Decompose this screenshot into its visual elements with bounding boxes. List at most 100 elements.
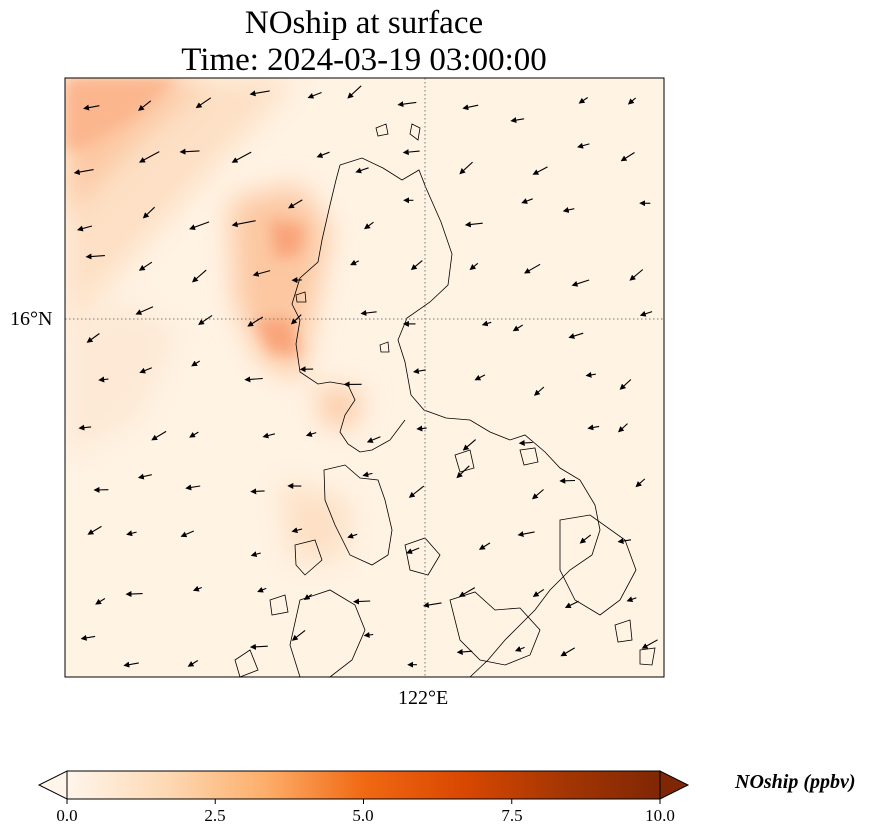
colorbar-tick-label: 0.0 (56, 806, 78, 825)
plume-lingayen (320, 385, 365, 430)
wind-vector-arrow (531, 489, 544, 500)
wind-vector-arrow (138, 151, 160, 163)
wind-vector-arrow (191, 269, 207, 283)
wind-vector-arrow (95, 598, 106, 605)
wind-vector-arrow (510, 117, 525, 124)
wind-vector-arrow (83, 104, 100, 111)
coastline-sibuyan-area (404, 537, 441, 576)
coastline-island-group-south (449, 591, 541, 666)
wind-vector-arrow (191, 360, 200, 367)
wind-vector-arrow (257, 586, 267, 593)
plume-hotspot-nw-corner (65, 78, 180, 150)
wind-vector-arrow (151, 430, 167, 441)
wind-vector-arrow (408, 485, 425, 498)
wind-vector-arrow (578, 97, 589, 104)
wind-vector-arrow (347, 532, 358, 539)
coastlines (234, 123, 656, 677)
colorbar (37, 770, 690, 804)
wind-vector-arrow (532, 166, 548, 175)
wind-vector-arrow (231, 151, 252, 163)
wind-vector-arrow (78, 424, 92, 431)
wind-vector-arrow (626, 596, 637, 603)
coastline-small-islands (234, 123, 656, 677)
wind-vector-arrow (620, 152, 635, 162)
wind-vector-arrow (629, 269, 644, 281)
map-title-line-2: Time: 2024-03-19 03:00:00 (181, 42, 547, 78)
wind-vector-arrow (412, 368, 426, 375)
wind-vector-arrow (126, 530, 137, 537)
wind-vector-arrow (198, 314, 213, 326)
wind-vector-arrow (249, 90, 270, 97)
wind-vector-arrow (478, 542, 491, 550)
wind-vector-arrow (579, 534, 592, 544)
coastline-panay (289, 589, 366, 677)
wind-vector-arrow (250, 551, 261, 558)
wind-vector-arrow (523, 263, 541, 274)
wind-vector-arrow (303, 594, 313, 600)
wind-vector-arrow (585, 371, 596, 378)
wind-vector-arrow (125, 591, 143, 598)
wind-vector-arrow (533, 386, 545, 396)
wind-vector-arrow (639, 310, 653, 317)
wind-vector-arrow (307, 91, 322, 99)
wind-vector-arrow (532, 588, 545, 597)
colorbar-tick-marks (66, 799, 661, 804)
wind-vector-arrow (456, 465, 470, 479)
wind-vector-arrow (252, 270, 271, 277)
wind-vector-arrow (402, 149, 420, 156)
wind-vector-arrow (291, 629, 306, 641)
wind-vectors (73, 85, 658, 668)
wind-vector-arrow (123, 661, 139, 668)
wind-vector-arrow (353, 598, 371, 605)
wind-vector-arrow (192, 585, 202, 592)
colorbar-extend-high (659, 770, 690, 800)
wind-vector-arrow (138, 261, 153, 271)
wind-vector-arrow (316, 151, 330, 158)
wind-vector-arrow (462, 104, 479, 111)
wind-vector-arrow (86, 333, 100, 343)
coastline-samar-west (559, 514, 637, 616)
wind-vector-arrow (481, 320, 492, 327)
plume-southwest (280, 480, 350, 560)
wind-vector-arrow (180, 530, 195, 538)
wind-vector-arrow (562, 207, 575, 213)
wind-vector-arrow (397, 101, 417, 108)
wind-vector-arrow (179, 148, 200, 155)
colorbar-gradient (66, 770, 661, 800)
wind-vector-arrow (347, 85, 362, 99)
wind-vector-arrow (98, 376, 109, 383)
wind-vector-arrow (635, 478, 646, 488)
wind-vector-arrow (247, 316, 264, 327)
wind-vector-arrow (189, 431, 199, 438)
wind-vector-arrow (85, 253, 105, 260)
wind-vector-arrow (360, 310, 377, 316)
wind-vector-arrow (641, 639, 658, 649)
wind-vector-arrow (363, 221, 374, 230)
wind-vector-arrow (617, 538, 632, 544)
wind-vector-arrow (137, 473, 152, 480)
wind-vector-arrow (76, 225, 93, 232)
wind-vector-arrow (231, 220, 256, 228)
wind-vector-arrow (458, 587, 476, 597)
wind-vector-arrow (305, 431, 317, 437)
wind-vector-arrow (560, 647, 575, 657)
wind-vector-arrow (363, 631, 374, 638)
colorbar-extend-low (37, 770, 68, 800)
concentration-plumes (65, 78, 365, 560)
latitude-tick-label: 16°N (10, 308, 53, 330)
colorbar-tick-label: 7.5 (501, 806, 523, 825)
wind-vector-arrow (291, 527, 303, 534)
wind-vector-arrow (469, 262, 479, 271)
wind-vector-arrow (185, 484, 201, 491)
wind-vector-arrow (416, 425, 427, 432)
wind-vector-arrow (459, 161, 473, 175)
map-title-line-1: NOship at surface (244, 5, 484, 41)
wind-vector-arrow (627, 97, 637, 105)
wind-vector-arrow (518, 439, 533, 446)
coastline-luzon (291, 157, 601, 677)
plume-luzon-west-coast (230, 185, 330, 380)
map-panel (65, 78, 664, 677)
wind-vector-arrow (410, 260, 423, 271)
wind-vector-arrow (189, 221, 210, 230)
colorbar-title: NOship (ppbv) (735, 771, 856, 793)
